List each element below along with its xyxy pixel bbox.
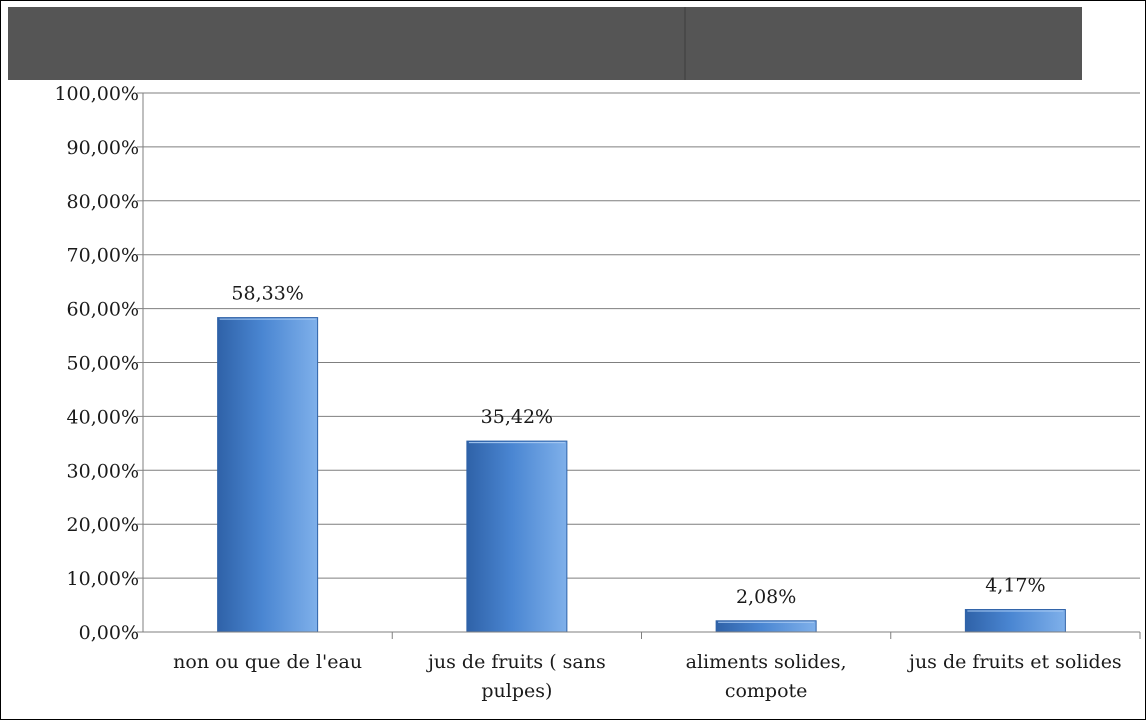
y-tick-label: 40,00%	[67, 406, 139, 428]
y-tick-label: 80,00%	[67, 191, 139, 213]
bars	[217, 317, 1066, 633]
y-tick-label: 70,00%	[67, 245, 139, 267]
header-band	[8, 7, 1082, 80]
data-label: 58,33%	[231, 283, 303, 305]
y-tick-label: 60,00%	[67, 299, 139, 321]
x-axis	[142, 93, 1141, 639]
bar	[964, 609, 1066, 633]
data-label: 2,08%	[736, 586, 796, 608]
y-tick-label: 0,00%	[79, 622, 139, 644]
y-tick-label: 10,00%	[67, 568, 139, 590]
category-label: non ou que de l'eau	[173, 651, 362, 673]
y-tick-label: 90,00%	[67, 137, 139, 159]
category-label: aliments solides,	[686, 651, 847, 673]
y-tick-label: 100,00%	[54, 83, 139, 105]
y-tick-label: 50,00%	[67, 353, 139, 375]
category-label: pulpes)	[481, 680, 552, 702]
category-labels: non ou que de l'eau jus de fruits ( sans p…	[173, 651, 1122, 702]
y-axis-tick-labels: 0,00% 10,00% 20,00% 30,00% 40,00% 50,00% 60,00…	[54, 83, 139, 644]
data-labels: 58,33% 35,42% 2,08% 4,17%	[231, 283, 1045, 608]
category-label: compote	[725, 680, 808, 702]
bar	[466, 440, 568, 633]
y-tick-label: 20,00%	[67, 514, 139, 536]
category-label: jus de fruits et solides	[907, 651, 1122, 673]
data-label: 35,42%	[481, 406, 553, 428]
y-tick-label: 30,00%	[67, 460, 139, 482]
category-label: jus de fruits ( sans	[426, 651, 606, 673]
data-label: 4,17%	[985, 575, 1045, 597]
bar	[217, 317, 319, 633]
